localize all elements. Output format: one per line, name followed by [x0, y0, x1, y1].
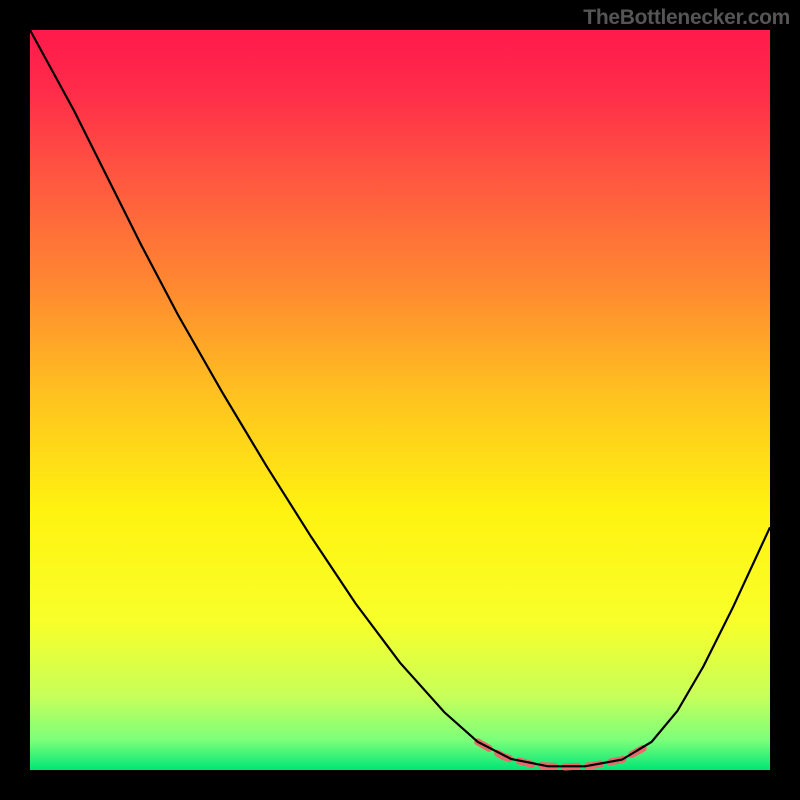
chart-svg	[0, 0, 800, 800]
bottleneck-chart: TheBottlenecker.com	[0, 0, 800, 800]
watermark-text: TheBottlenecker.com	[583, 6, 790, 30]
plot-background-gradient	[30, 30, 770, 770]
